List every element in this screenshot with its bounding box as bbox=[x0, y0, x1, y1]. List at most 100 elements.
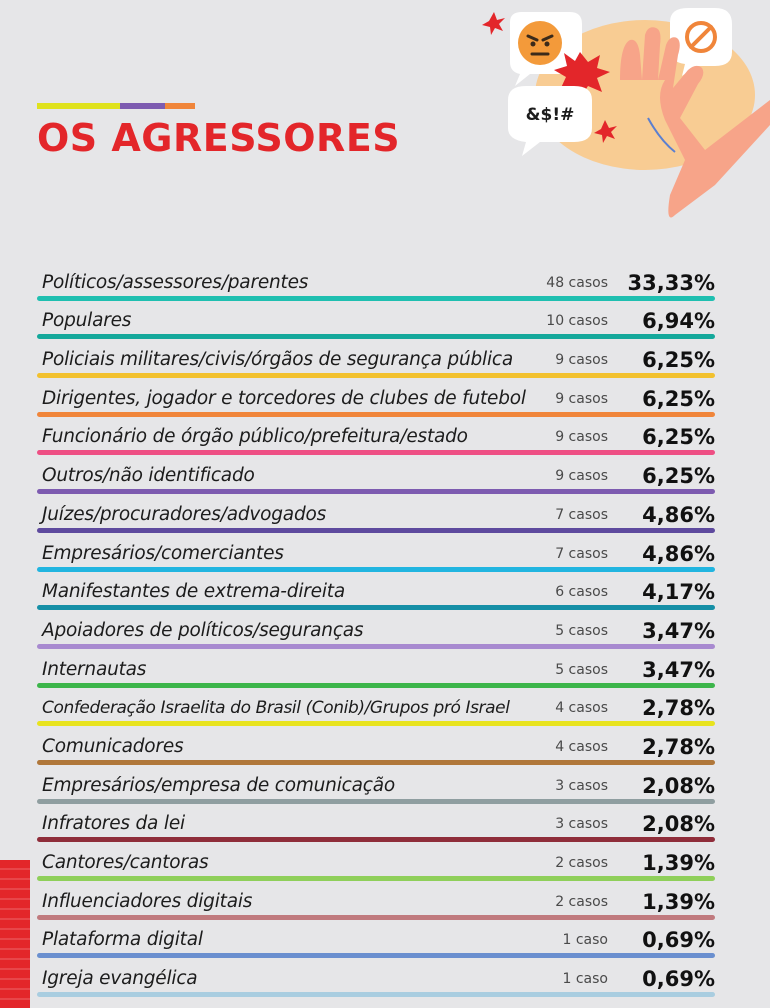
table-row: Empresários/comerciantes 7 casos 4,86% bbox=[37, 530, 715, 572]
table-row: Plataforma digital 1 caso 0,69% bbox=[37, 917, 715, 959]
row-cases: 5 casos bbox=[555, 622, 608, 639]
burst-icon bbox=[482, 12, 617, 143]
row-label: Manifestantes de extrema-direita bbox=[42, 581, 345, 603]
table-row: Policiais militares/civis/órgãos de segu… bbox=[37, 336, 715, 379]
side-decoration bbox=[0, 860, 30, 1008]
row-percent: 2,08% bbox=[642, 812, 715, 837]
row-cases: 2 casos bbox=[555, 893, 608, 910]
row-label: Plataforma digital bbox=[42, 929, 203, 951]
row-label: Policiais militares/civis/órgãos de segu… bbox=[42, 349, 514, 371]
row-underline-bar bbox=[37, 992, 715, 998]
row-cases: 3 casos bbox=[555, 816, 608, 833]
row-underline-bar bbox=[37, 759, 715, 765]
row-cases: 6 casos bbox=[555, 584, 608, 601]
row-label: Apoiadores de políticos/seguranças bbox=[42, 619, 364, 641]
row-underline-bar bbox=[37, 411, 715, 417]
row-percent: 0,69% bbox=[642, 928, 715, 953]
row-percent: 4,17% bbox=[642, 580, 715, 605]
table-row: Cantores/cantoras 2 casos 1,39% bbox=[37, 839, 715, 881]
row-cases: 10 casos bbox=[546, 313, 608, 330]
table-row: Políticos/assessores/parentes 48 casos 33,… bbox=[37, 259, 715, 301]
accent-orange bbox=[165, 103, 195, 109]
table-row: Influenciadores digitais 2 casos 1,39% bbox=[37, 878, 715, 920]
title-accent-strip bbox=[37, 103, 195, 109]
row-underline-bar bbox=[37, 334, 715, 340]
row-cases: 7 casos bbox=[555, 506, 608, 523]
row-cases: 4 casos bbox=[555, 700, 608, 717]
table-row: Confederação Israelita do Brasil (Conib)… bbox=[37, 685, 715, 727]
row-underline-bar bbox=[37, 450, 715, 456]
row-cases: 2 casos bbox=[555, 855, 608, 871]
raised-hand-icon bbox=[620, 27, 770, 218]
speech-text: &$!# bbox=[526, 105, 575, 125]
illustration: &$!# bbox=[482, 8, 770, 218]
table-row: Manifestantes de extrema-direita 6 casos 4… bbox=[37, 569, 715, 611]
table-row: Infratores da lei 3 casos 2,08% bbox=[37, 801, 715, 843]
row-label: Igreja evangélica bbox=[42, 968, 198, 990]
row-percent: 6,25% bbox=[642, 425, 715, 450]
row-label: Políticos/assessores/parentes bbox=[42, 271, 309, 293]
row-label: Cantores/cantoras bbox=[42, 852, 209, 873]
row-label: Outros/não identificado bbox=[42, 465, 255, 487]
row-label: Dirigentes, jogador e torcedores de club… bbox=[42, 387, 526, 409]
row-underline-bar bbox=[37, 798, 715, 804]
row-percent: 0,69% bbox=[642, 967, 715, 992]
row-underline-bar bbox=[37, 876, 715, 881]
prohibited-icon bbox=[670, 8, 732, 76]
row-percent: 1,39% bbox=[642, 851, 715, 875]
row-percent: 6,94% bbox=[642, 309, 715, 334]
row-cases: 9 casos bbox=[555, 429, 608, 446]
row-underline-bar bbox=[37, 682, 715, 688]
row-cases: 48 casos bbox=[546, 274, 608, 291]
row-label: Juízes/procuradores/advogados bbox=[42, 503, 327, 525]
row-percent: 4,86% bbox=[642, 541, 715, 566]
table-row: Igreja evangélica 1 caso 0,69% bbox=[37, 955, 715, 998]
row-label: Confederação Israelita do Brasil (Conib)… bbox=[42, 698, 510, 719]
row-percent: 33,33% bbox=[627, 270, 715, 295]
table-row: Internautas 5 casos 3,47% bbox=[37, 646, 715, 688]
row-underline-bar bbox=[37, 373, 715, 379]
speech-bubble: &$!# bbox=[508, 86, 592, 156]
row-cases: 9 casos bbox=[555, 468, 608, 485]
table-row: Juízes/procuradores/advogados 7 casos 4,86… bbox=[37, 491, 715, 533]
row-cases: 9 casos bbox=[555, 352, 608, 369]
row-percent: 2,78% bbox=[642, 734, 715, 759]
row-underline-bar bbox=[37, 527, 715, 533]
row-percent: 6,25% bbox=[642, 348, 715, 373]
page-title: OS AGRESSORES bbox=[37, 116, 401, 160]
accent-yellow bbox=[37, 103, 120, 109]
row-percent: 4,86% bbox=[642, 502, 715, 527]
table-row: Outros/não identificado 9 casos 6,25% bbox=[37, 452, 715, 495]
row-label: Comunicadores bbox=[42, 735, 184, 757]
row-label: Empresários/empresa de comunicação bbox=[42, 774, 395, 796]
row-label: Influenciadores digitais bbox=[42, 890, 253, 912]
row-underline-bar bbox=[37, 721, 715, 727]
row-cases: 3 casos bbox=[555, 777, 608, 794]
row-percent: 6,25% bbox=[642, 386, 715, 411]
table-row: Populares 10 casos 6,94% bbox=[37, 298, 715, 340]
accent-purple bbox=[120, 103, 165, 109]
row-percent: 6,25% bbox=[642, 464, 715, 489]
table-row: Apoiadores de políticos/seguranças 5 caso… bbox=[37, 607, 715, 649]
row-percent: 3,47% bbox=[642, 657, 715, 682]
row-underline-bar bbox=[37, 566, 715, 572]
row-cases: 1 caso bbox=[562, 932, 609, 949]
row-cases: 1 caso bbox=[562, 971, 609, 988]
row-percent: 1,39% bbox=[642, 889, 715, 914]
table-row: Empresários/empresa de comunicação 3 caso… bbox=[37, 762, 715, 804]
row-cases: 7 casos bbox=[555, 545, 608, 562]
aggressors-table: Políticos/assessores/parentes 48 casos 33,… bbox=[37, 259, 715, 998]
row-underline-bar bbox=[37, 837, 715, 843]
row-underline-bar bbox=[37, 914, 715, 920]
table-row: Comunicadores 4 casos 2,78% bbox=[37, 723, 715, 765]
row-underline-bar bbox=[37, 605, 715, 611]
row-underline-bar bbox=[37, 489, 715, 495]
row-label: Empresários/comerciantes bbox=[42, 542, 284, 564]
table-row: Dirigentes, jogador e torcedores de club… bbox=[37, 375, 715, 417]
row-underline-bar bbox=[37, 295, 715, 301]
row-cases: 5 casos bbox=[555, 661, 608, 678]
row-percent: 3,47% bbox=[642, 618, 715, 643]
row-label: Infratores da lei bbox=[42, 813, 185, 835]
row-percent: 2,78% bbox=[642, 696, 715, 721]
row-cases: 9 casos bbox=[555, 390, 608, 407]
